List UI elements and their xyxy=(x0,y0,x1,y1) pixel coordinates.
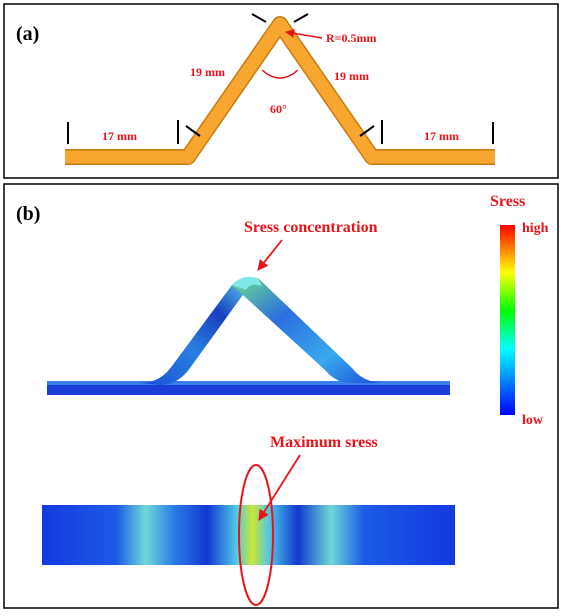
annotation: Maximum sress xyxy=(270,434,378,451)
annotation-arrow xyxy=(258,454,301,521)
radius-arrow xyxy=(285,28,323,39)
side-label: 19 mm xyxy=(334,69,369,83)
bent-right xyxy=(232,277,380,383)
apex xyxy=(232,276,262,290)
angle-arc xyxy=(261,69,299,79)
top-view xyxy=(42,505,455,565)
dimension-marks xyxy=(67,13,494,144)
radius-label: R=0.5mm xyxy=(326,31,377,45)
panel-a-frame xyxy=(3,3,559,179)
colorbar xyxy=(500,225,515,415)
base-label: 17 mm xyxy=(102,129,137,143)
colorbar-low: low xyxy=(522,413,544,428)
flat-top xyxy=(47,381,450,385)
profile xyxy=(65,17,495,164)
panel-label: (b) xyxy=(16,203,40,225)
colorbar-title: Sress xyxy=(490,193,525,210)
base-label: 17 mm xyxy=(424,129,459,143)
bent-left xyxy=(140,279,250,385)
annotation: Sress concentration xyxy=(244,219,378,236)
angle-label: 60° xyxy=(270,102,287,116)
highlight xyxy=(238,464,274,606)
annotation-arrow xyxy=(257,239,283,271)
panel-label: (a) xyxy=(16,23,39,45)
side-label: 19 mm xyxy=(190,65,225,79)
panel-b-frame xyxy=(3,183,559,609)
colorbar-high: high xyxy=(522,221,549,236)
